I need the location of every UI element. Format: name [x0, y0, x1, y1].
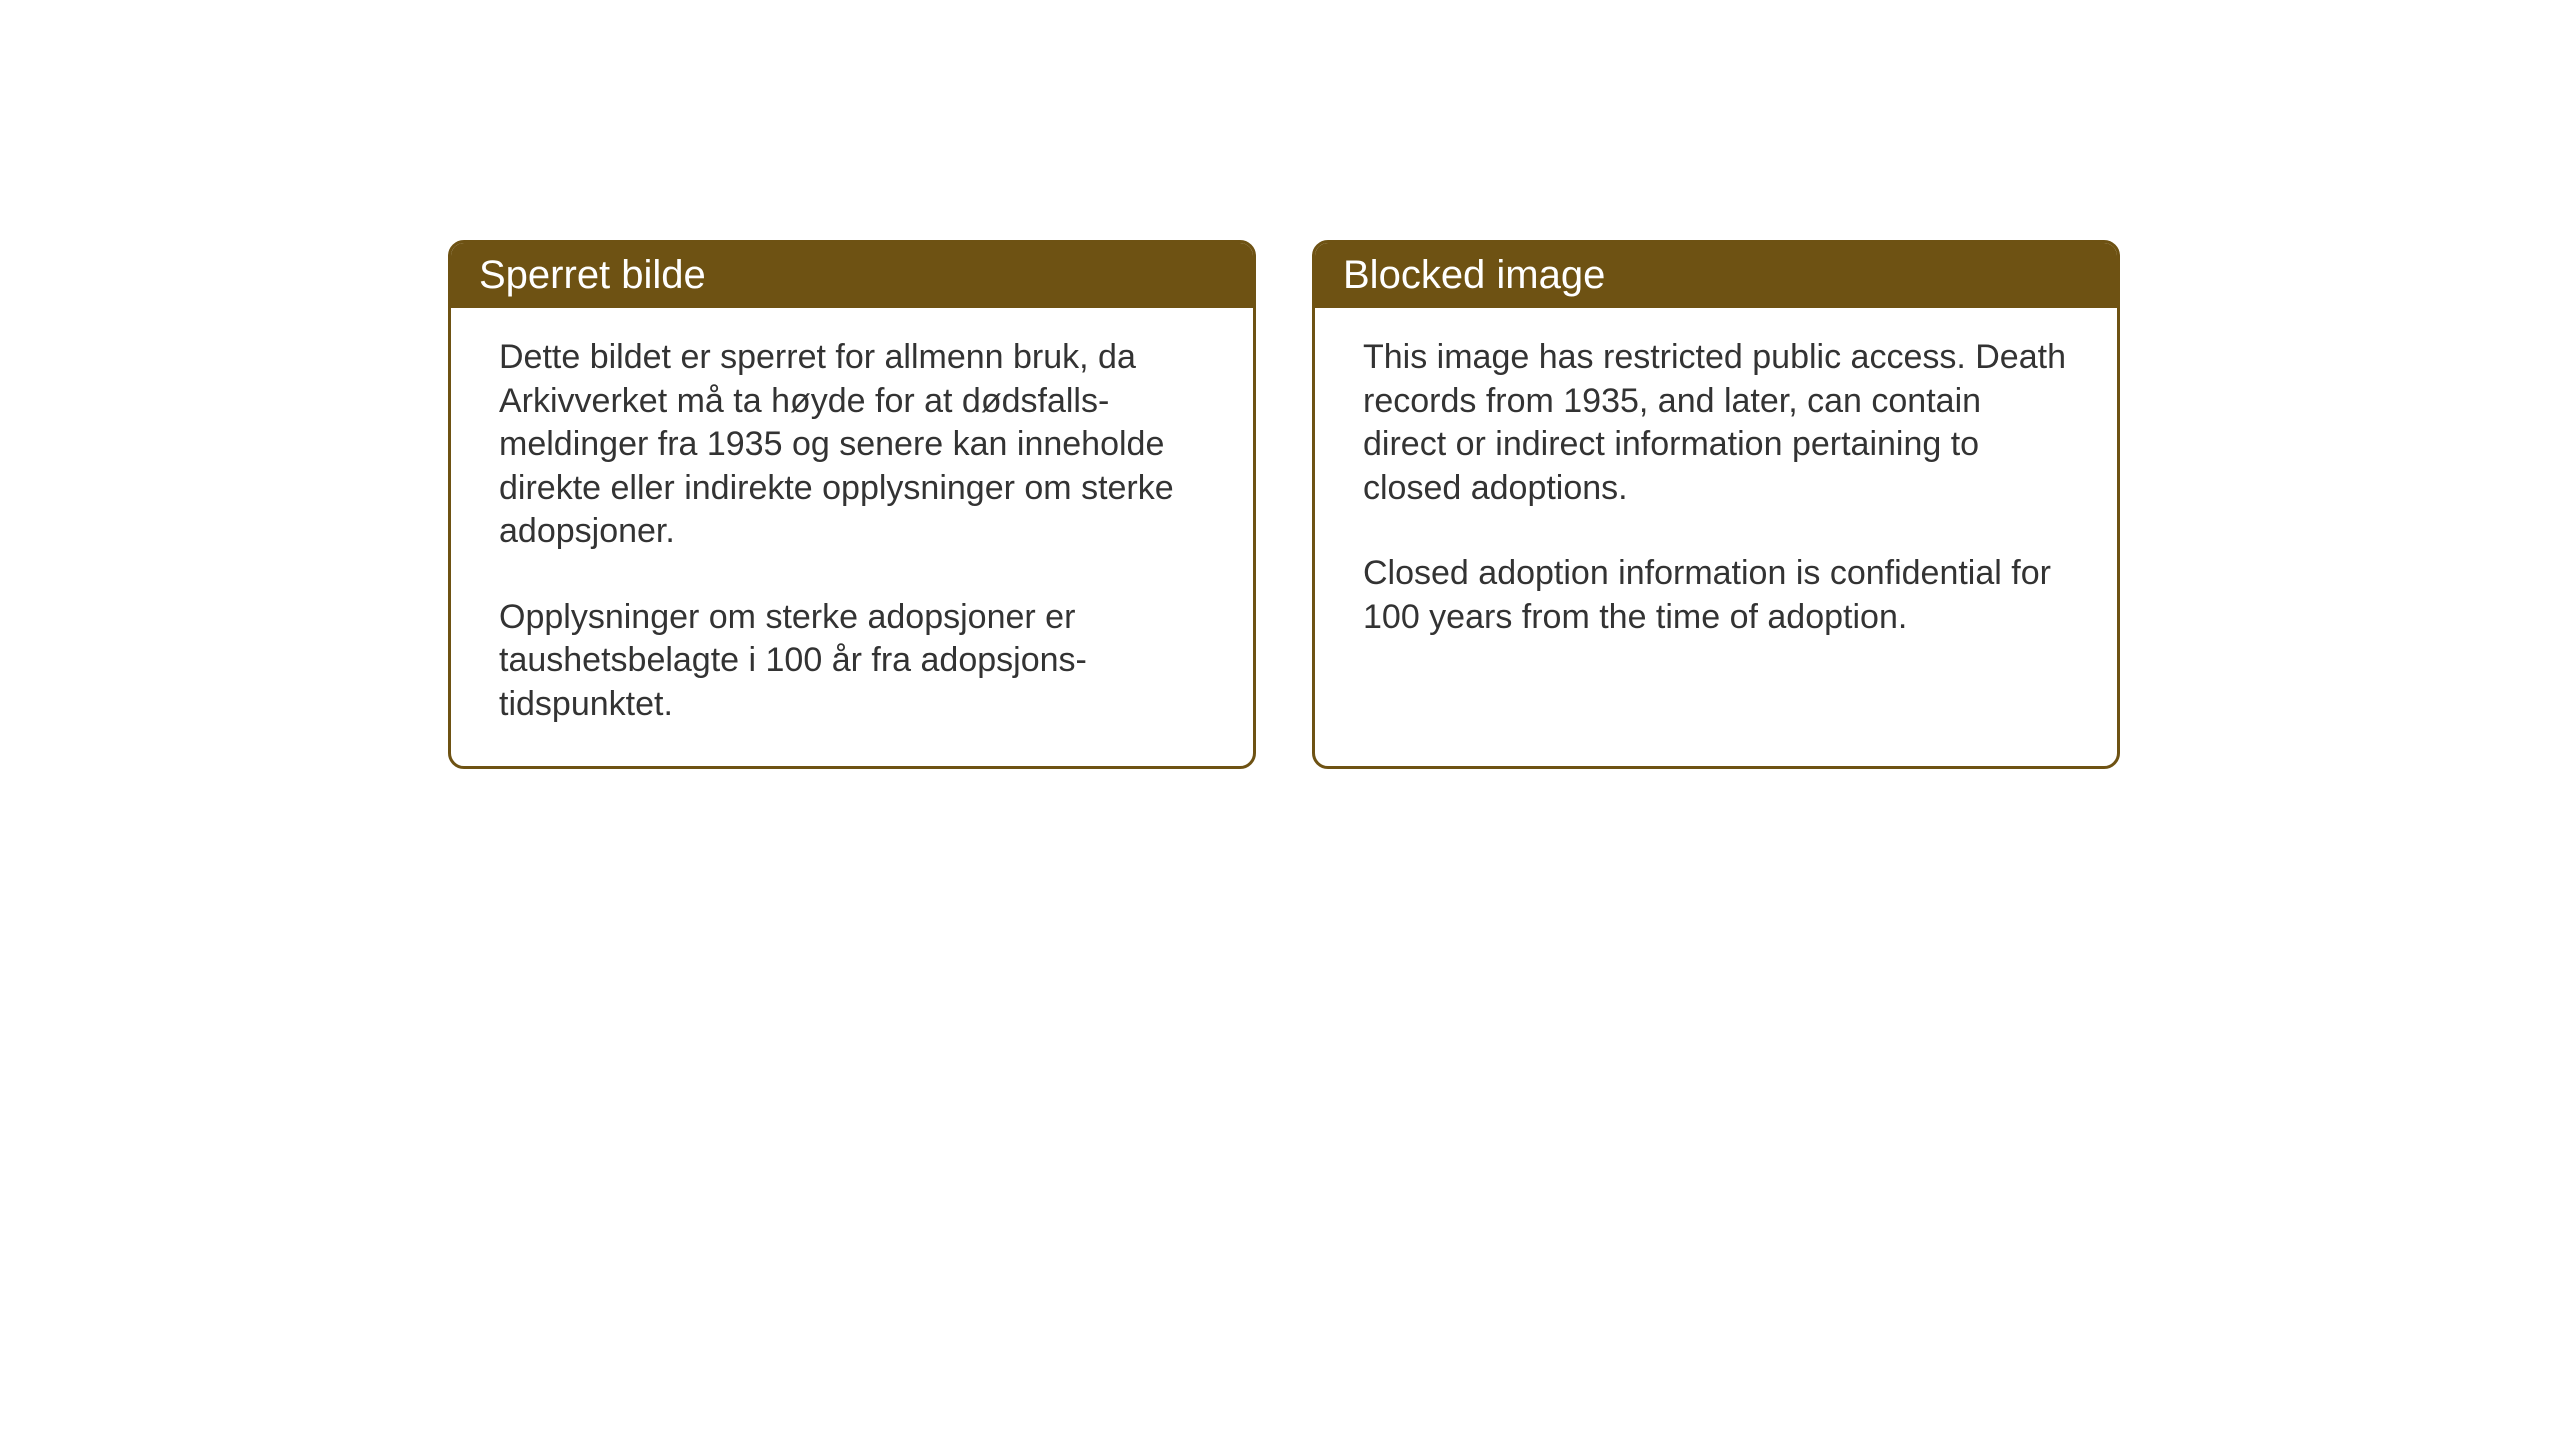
- notice-container: Sperret bilde Dette bildet er sperret fo…: [448, 240, 2120, 769]
- notice-body-english: This image has restricted public access.…: [1315, 308, 2117, 718]
- notice-box-english: Blocked image This image has restricted …: [1312, 240, 2120, 769]
- notice-title-english: Blocked image: [1343, 253, 1605, 297]
- notice-paragraph-1-english: This image has restricted public access.…: [1363, 336, 2069, 510]
- notice-box-norwegian: Sperret bilde Dette bildet er sperret fo…: [448, 240, 1256, 769]
- notice-header-norwegian: Sperret bilde: [451, 243, 1253, 308]
- notice-paragraph-2-english: Closed adoption information is confident…: [1363, 552, 2069, 639]
- notice-header-english: Blocked image: [1315, 243, 2117, 308]
- notice-paragraph-1-norwegian: Dette bildet er sperret for allmenn bruk…: [499, 336, 1205, 554]
- notice-title-norwegian: Sperret bilde: [479, 253, 706, 297]
- notice-body-norwegian: Dette bildet er sperret for allmenn bruk…: [451, 308, 1253, 766]
- notice-paragraph-2-norwegian: Opplysninger om sterke adopsjoner er tau…: [499, 596, 1205, 727]
